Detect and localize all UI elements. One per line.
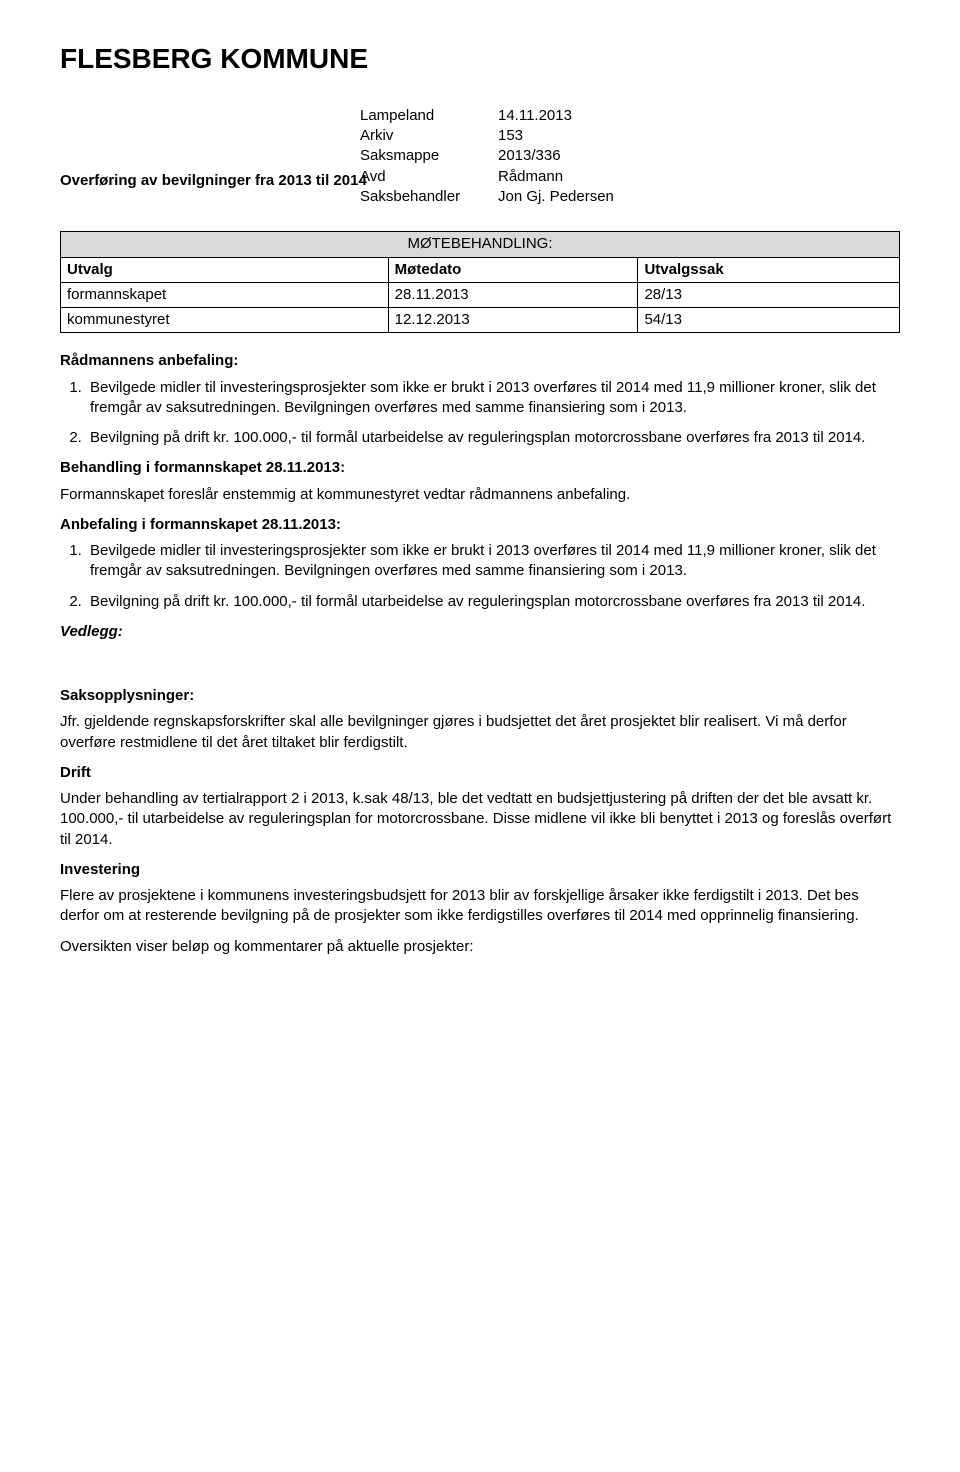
table-row: kommunestyret 12.12.2013 54/13 <box>61 308 900 333</box>
meta-label: Arkiv <box>360 126 498 146</box>
page-title: FLESBERG KOMMUNE <box>60 40 900 78</box>
behandling-text: Formannskapet foreslår enstemmig at komm… <box>60 485 900 505</box>
list-item: Bevilgede midler til investeringsprosjek… <box>86 378 900 419</box>
meta-value: 2013/336 <box>498 146 632 166</box>
list-item: Bevilgning på drift kr. 100.000,- til fo… <box>86 592 900 612</box>
investering-text: Flere av prosjektene i kommunens investe… <box>60 886 900 927</box>
table-col-utvalg: Utvalg <box>61 257 389 282</box>
meta-block: Lampeland14.11.2013 Arkiv153 Saksmappe20… <box>360 106 900 207</box>
transfer-heading: Overføring av bevilgninger fra 2013 til … <box>60 171 900 191</box>
meeting-table-header: MØTEBEHANDLING: <box>61 232 900 257</box>
cell-motedato: 12.12.2013 <box>388 308 638 333</box>
cell-sak: 54/13 <box>638 308 900 333</box>
recommendation-heading: Rådmannens anbefaling: <box>60 351 900 371</box>
drift-text: Under behandling av tertialrapport 2 i 2… <box>60 789 900 850</box>
table-col-motedato: Møtedato <box>388 257 638 282</box>
anbefaling-heading: Anbefaling i formannskapet 28.11.2013: <box>60 515 900 535</box>
cell-motedato: 28.11.2013 <box>388 282 638 307</box>
saksopplysninger-heading: Saksopplysninger: <box>60 686 900 706</box>
anbefaling-list: Bevilgede midler til investeringsprosjek… <box>60 541 900 612</box>
list-item: Bevilgede midler til investeringsprosjek… <box>86 541 900 582</box>
cell-utvalg: kommunestyret <box>61 308 389 333</box>
cell-utvalg: formannskapet <box>61 282 389 307</box>
vedlegg-heading: Vedlegg: <box>60 622 900 642</box>
behandling-heading: Behandling i formannskapet 28.11.2013: <box>60 458 900 478</box>
saks-text: Jfr. gjeldende regnskapsforskrifter skal… <box>60 712 900 753</box>
cell-sak: 28/13 <box>638 282 900 307</box>
meta-value: Jon Gj. Pedersen <box>498 187 632 207</box>
investering-heading: Investering <box>60 860 900 880</box>
table-row: formannskapet 28.11.2013 28/13 <box>61 282 900 307</box>
recommendation-list: Bevilgede midler til investeringsprosjek… <box>60 378 900 449</box>
meta-value: 14.11.2013 <box>498 106 632 126</box>
drift-heading: Drift <box>60 763 900 783</box>
meeting-table: MØTEBEHANDLING: Utvalg Møtedato Utvalgss… <box>60 231 900 333</box>
meta-label: Saksmappe <box>360 146 498 166</box>
meta-label: Lampeland <box>360 106 498 126</box>
list-item: Bevilgning på drift kr. 100.000,- til fo… <box>86 428 900 448</box>
meta-value: 153 <box>498 126 632 146</box>
table-col-utvalgssak: Utvalgssak <box>638 257 900 282</box>
oversikt-text: Oversikten viser beløp og kommentarer på… <box>60 937 900 957</box>
